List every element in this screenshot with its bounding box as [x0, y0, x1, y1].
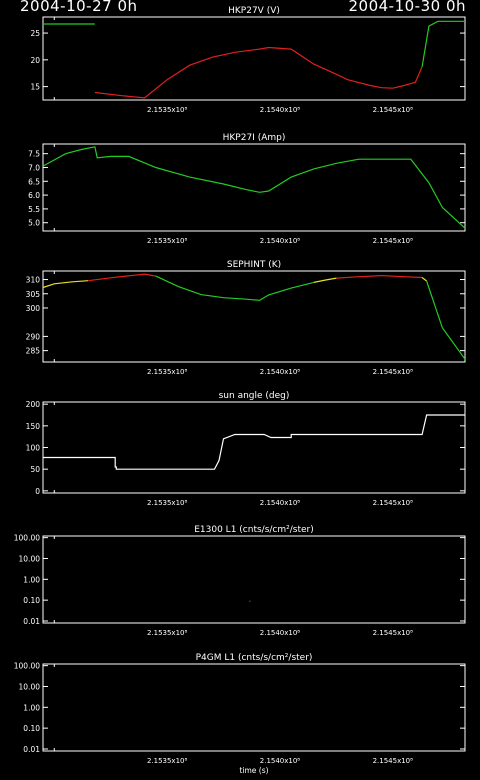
- series-line-2: [88, 273, 156, 282]
- plot-frame: [42, 535, 466, 624]
- chart-panel-6: P4GM L1 (cnts/s/cm²/ster) 0.01 0.10 1.00 10.…: [14, 653, 466, 775]
- y-tick-label: 5.5: [28, 205, 40, 214]
- x-tick-label: 2.1545x10⁸: [373, 106, 414, 114]
- x-tick-label: 2.1535x10⁸: [147, 629, 188, 637]
- y-tick-label: 1.00: [23, 575, 40, 584]
- x-tick-label: 2.1535x10⁸: [147, 237, 188, 245]
- plot-frame: [42, 16, 466, 101]
- y-tick-label: 100.00: [14, 662, 40, 671]
- series-line-3: [155, 275, 314, 301]
- x-tick-label: 2.1540x10⁸: [260, 757, 301, 765]
- x-tick-label: 2.1545x10⁸: [373, 237, 414, 245]
- y-tick-label: 20: [30, 56, 40, 65]
- series-line-4: [313, 277, 337, 283]
- plot-frame: [42, 401, 466, 494]
- start-date-label: 2004-10-27 0h: [20, 0, 138, 15]
- y-tick-label: 7.0: [28, 163, 40, 172]
- series-line-1: [42, 146, 466, 229]
- x-tick-label: 2.1535x10⁸: [147, 499, 188, 507]
- chart-title: sun angle (deg): [219, 391, 290, 401]
- x-tick-label: 2.1540x10⁸: [260, 106, 301, 114]
- y-tick-label: 310: [26, 276, 41, 285]
- y-tick-label: 25: [30, 29, 40, 38]
- y-tick-label: 100: [26, 444, 41, 453]
- y-tick-label: 6.5: [28, 177, 40, 186]
- x-tick-label: 2.1535x10⁸: [147, 368, 188, 376]
- y-tick-label: 5.0: [28, 219, 40, 228]
- x-tick-label: 2.1535x10⁸: [147, 757, 188, 765]
- x-tick-label: 2.1545x10⁸: [373, 757, 414, 765]
- y-tick-label: 50: [30, 465, 40, 474]
- y-tick-label: 200: [26, 400, 41, 409]
- y-tick-label: 7.5: [28, 150, 40, 159]
- chart-panel-3: SEPHINT (K) 285 290 300 305 310 2.1535x10⁸ 2.15…: [26, 260, 466, 376]
- chart-title: HKP27I (Amp): [223, 133, 286, 143]
- chart-panel-4: sun angle (deg) 0 50 100 150 200 2.1535x10⁸ 2.1…: [26, 391, 466, 507]
- x-tick-label: 2.1540x10⁸: [260, 499, 301, 507]
- y-tick-label: 305: [26, 290, 41, 299]
- y-tick-label: 100.00: [14, 534, 40, 543]
- y-tick-label: 0.01: [23, 617, 40, 626]
- y-tick-label: 285: [26, 347, 41, 356]
- x-tick-label: 2.1545x10⁸: [373, 499, 414, 507]
- data-point: [249, 600, 251, 602]
- y-tick-label: 0.01: [23, 745, 40, 754]
- y-tick-label: 10.00: [19, 682, 41, 691]
- x-tick-label: 2.1540x10⁸: [260, 629, 301, 637]
- x-tick-label: 2.1540x10⁸: [260, 237, 301, 245]
- y-tick-label: 0.10: [23, 596, 40, 605]
- chart-panel-2: HKP27I (Amp) 5.0 5.5 6.0 6.5 7.0 7.5 2.1535x10⁸…: [28, 133, 466, 245]
- plot-frame: [42, 143, 466, 232]
- x-tick-label: 2.1545x10⁸: [373, 629, 414, 637]
- plot-frame: [42, 270, 466, 363]
- x-tick-label: 2.1535x10⁸: [147, 106, 188, 114]
- end-date-label: 2004-10-30 0h: [348, 0, 466, 15]
- series-line-5: [336, 274, 423, 279]
- y-tick-label: 1.00: [23, 703, 40, 712]
- series-line-7: [426, 280, 466, 360]
- series-line-2: [94, 46, 423, 99]
- series-line-3: [421, 20, 465, 67]
- series-line-1: [42, 280, 89, 289]
- y-tick-label: 0.10: [23, 724, 40, 733]
- plot-frame: [42, 663, 466, 752]
- y-tick-label: 290: [26, 332, 41, 341]
- chart-title: HKP27V (V): [228, 6, 280, 16]
- series-line-1: [43, 414, 465, 470]
- x-axis-label: time (s): [239, 766, 268, 775]
- chart-panel-5: E1300 L1 (cnts/s/cm²/ster) 0.01 0.10 1.00 10…: [14, 525, 466, 637]
- chart-title: E1300 L1 (cnts/s/cm²/ster): [194, 525, 314, 535]
- x-tick-label: 2.1540x10⁸: [260, 368, 301, 376]
- y-tick-label: 6.0: [28, 191, 40, 200]
- y-tick-label: 150: [26, 422, 41, 431]
- chart-title: SEPHINT (K): [227, 260, 281, 270]
- x-tick-label: 2.1545x10⁸: [373, 368, 414, 376]
- y-tick-label: 0: [35, 487, 40, 496]
- y-tick-label: 15: [30, 83, 40, 92]
- y-tick-label: 10.00: [19, 554, 41, 563]
- chart-panel-1: HKP27V (V) 15 20 25 2.1535x10⁸ 2.1540x10⁸ 2.15…: [30, 6, 466, 114]
- y-tick-label: 300: [26, 304, 41, 313]
- chart-title: P4GM L1 (cnts/s/cm²/ster): [196, 653, 313, 663]
- series-line-6: [421, 277, 427, 282]
